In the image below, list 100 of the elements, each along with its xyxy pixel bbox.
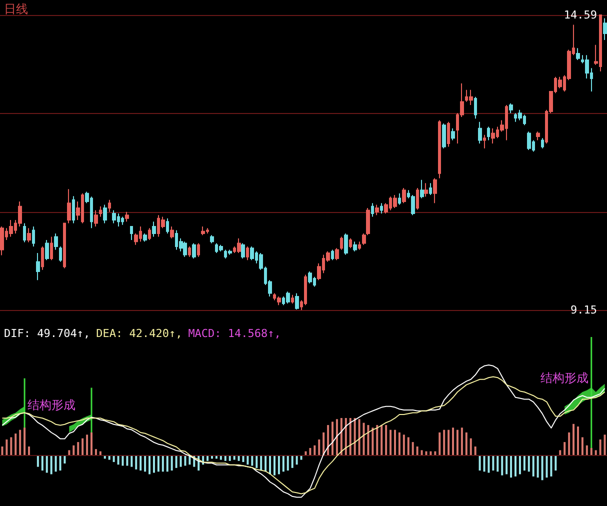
candlestick — [478, 121, 482, 144]
bar — [135, 455, 138, 470]
bar — [385, 425, 388, 455]
candlestick — [358, 241, 361, 250]
bar — [278, 455, 280, 474]
bar — [488, 455, 490, 473]
bar — [550, 455, 552, 476]
bar — [604, 434, 606, 455]
bar — [336, 419, 338, 455]
annotation: 结构形成 — [540, 370, 588, 387]
bar — [483, 455, 486, 472]
bar — [506, 455, 508, 474]
candlestick — [536, 131, 540, 141]
bar — [28, 446, 30, 455]
candlestick — [125, 211, 129, 222]
bar — [309, 448, 312, 455]
candlestick — [192, 242, 196, 259]
bar — [340, 418, 342, 455]
bar — [286, 455, 289, 471]
candlestick — [0, 226, 4, 256]
bar — [318, 439, 320, 455]
bar — [148, 455, 151, 474]
bar — [492, 455, 494, 471]
bar — [470, 438, 472, 455]
bar — [152, 455, 155, 473]
candlestick — [527, 131, 531, 151]
candlestick — [491, 128, 495, 144]
bar — [443, 430, 446, 455]
candlestick — [45, 240, 49, 261]
candlestick — [424, 182, 428, 198]
candlestick — [228, 249, 232, 256]
candlestick — [197, 242, 200, 258]
bar — [99, 451, 102, 455]
candlestick — [518, 109, 522, 121]
bar — [282, 455, 284, 472]
bar — [6, 439, 8, 455]
bar — [456, 430, 458, 455]
bar — [59, 455, 62, 471]
bar — [269, 455, 272, 474]
bar — [416, 446, 418, 455]
candlestick — [99, 206, 102, 218]
bar — [559, 450, 562, 455]
candlestick — [335, 248, 339, 261]
candlestick — [340, 236, 343, 250]
bar — [448, 430, 450, 455]
bar — [322, 432, 325, 455]
candlestick — [112, 210, 116, 224]
candlestick — [442, 122, 446, 149]
bar — [412, 442, 414, 455]
bar — [496, 455, 499, 472]
candlestick — [50, 236, 53, 261]
bar — [398, 432, 400, 455]
annotation: DEA: 42.420↑, — [96, 327, 182, 340]
bar — [140, 455, 142, 471]
candlestick — [393, 194, 397, 209]
candlestick — [148, 228, 151, 241]
candlestick — [402, 187, 406, 204]
bar — [180, 455, 182, 467]
bar — [77, 442, 80, 455]
bar — [438, 432, 441, 455]
candlestick — [603, 18, 607, 40]
candlestick — [130, 226, 133, 241]
bar — [541, 455, 544, 480]
candlestick — [433, 178, 437, 204]
candlestick — [474, 96, 477, 120]
candlestick — [59, 246, 62, 262]
bar — [46, 455, 48, 473]
bar — [474, 446, 476, 455]
candlestick — [183, 241, 187, 258]
candlestick — [152, 221, 156, 238]
candlestick — [237, 238, 241, 254]
candlestick — [541, 138, 544, 149]
candlestick — [469, 89, 473, 106]
bar — [144, 455, 146, 472]
bar — [86, 434, 88, 455]
bar — [14, 434, 17, 455]
bar — [94, 449, 97, 455]
candlestick — [451, 128, 455, 141]
bar — [425, 451, 428, 455]
candlestick — [201, 226, 205, 236]
bar — [590, 448, 592, 455]
bar — [586, 445, 588, 455]
candlestick — [308, 271, 312, 284]
candlestick — [344, 233, 348, 256]
bar — [576, 426, 579, 455]
candlestick — [9, 219, 13, 238]
candlestick — [188, 246, 191, 258]
candlestick — [375, 204, 379, 216]
bar — [594, 450, 597, 455]
bar — [394, 430, 396, 455]
candlestick — [108, 199, 111, 212]
candlestick — [398, 192, 401, 206]
candlestick — [487, 126, 490, 141]
candlestick — [438, 120, 441, 179]
candlestick — [429, 182, 432, 196]
candlestick — [27, 228, 31, 243]
annotation: 结构形成 — [28, 396, 76, 414]
bar — [380, 425, 383, 455]
bar — [332, 422, 334, 455]
bar — [572, 424, 575, 455]
